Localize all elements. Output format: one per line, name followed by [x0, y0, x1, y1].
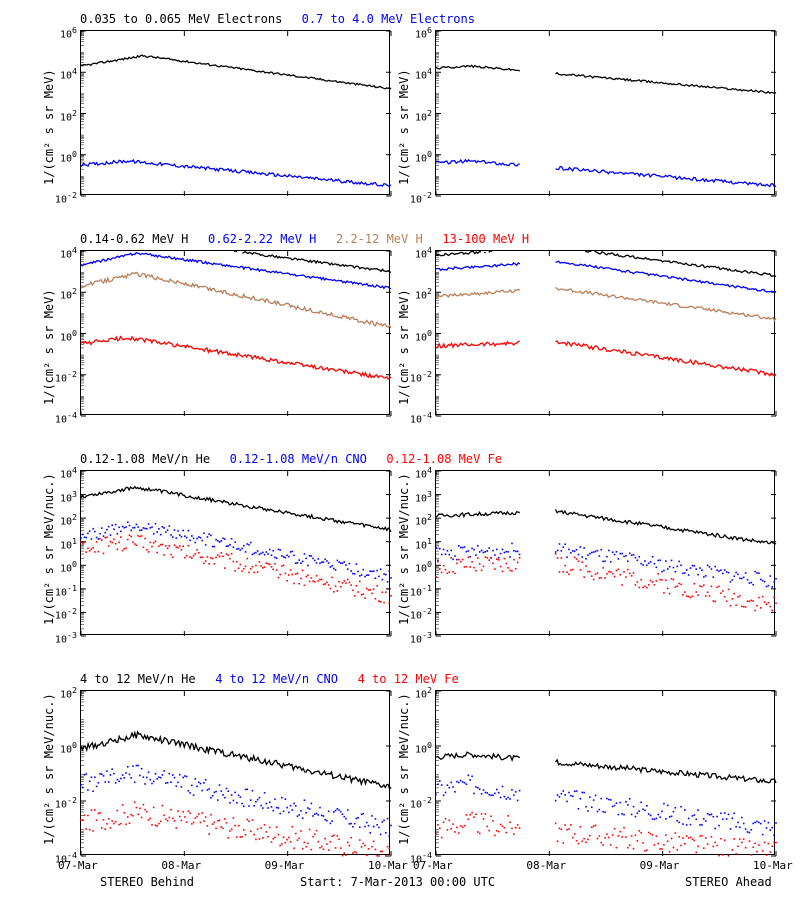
y-axis-label: 1/(cm² s sr MeV) [42, 289, 56, 405]
ytick-label: 106 [392, 25, 436, 40]
legend-entry: 4 to 12 MeV/n CNO [215, 672, 338, 686]
chart-panel-row3-col1: 10-410-2100102 [435, 690, 775, 855]
chart-panel-row2-col1: 10-310-210-1100101102103104 [435, 470, 775, 635]
y-axis-label: 1/(cm² s sr MeV/nuc.) [42, 473, 56, 625]
footer-right: STEREO Ahead [685, 875, 772, 889]
y-axis-label: 1/(cm² s sr MeV) [42, 69, 56, 185]
chart-panel-row0-col0: 10-2100102104106 [80, 30, 390, 195]
y-axis-label: 1/(cm² s sr MeV/nuc.) [42, 693, 56, 845]
legend-entry: 0.12-1.08 MeV/n CNO [230, 452, 367, 466]
ytick-label: 104 [37, 245, 81, 260]
xtick-label: 09-Mar [640, 859, 680, 872]
legend-entry: 0.7 to 4.0 MeV Electrons [302, 12, 475, 26]
chart-panel-row2-col0: 10-310-210-1100101102103104 [80, 470, 390, 635]
xtick-label: 08-Mar [161, 859, 201, 872]
chart-panel-row1-col0: 10-410-2100102104 [80, 250, 390, 415]
legend-entry: 0.12-1.08 MeV Fe [386, 452, 502, 466]
legend-entry: 0.14-0.62 MeV H [80, 232, 188, 246]
legend-entry: 2.2-12 MeV H [336, 232, 423, 246]
ytick-label: 104 [392, 245, 436, 260]
y-axis-label: 1/(cm² s sr MeV/nuc.) [397, 693, 411, 845]
legend-entry: 0.12-1.08 MeV/n He [80, 452, 210, 466]
legend-entry: 0.62-2.22 MeV H [208, 232, 316, 246]
xtick-label: 07-Mar [413, 859, 453, 872]
ytick-label: 10-2 [37, 190, 81, 205]
xtick-label: 08-Mar [526, 859, 566, 872]
xtick-label: 10-Mar [753, 859, 793, 872]
ytick-label: 10-4 [37, 410, 81, 425]
ytick-label: 10-4 [392, 410, 436, 425]
chart-panel-row1-col1: 10-410-2100102104 [435, 250, 775, 415]
xtick-label: 07-Mar [58, 859, 98, 872]
legend-entry: 13-100 MeV H [442, 232, 529, 246]
footer-center: Start: 7-Mar-2013 00:00 UTC [300, 875, 495, 889]
y-axis-label: 1/(cm² s sr MeV/nuc.) [397, 473, 411, 625]
y-axis-label: 1/(cm² s sr MeV) [397, 289, 411, 405]
ytick-label: 10-3 [37, 630, 81, 645]
chart-panel-row0-col1: 10-2100102104106 [435, 30, 775, 195]
figure-container: 0.035 to 0.065 MeV Electrons 0.7 to 4.0 M… [0, 0, 800, 900]
ytick-label: 10-3 [392, 630, 436, 645]
xtick-label: 09-Mar [265, 859, 305, 872]
chart-panel-row3-col0: 10-410-2100102 [80, 690, 390, 855]
legend-entry: 4 to 12 MeV Fe [358, 672, 459, 686]
y-axis-label: 1/(cm² s sr MeV) [397, 69, 411, 185]
ytick-label: 106 [37, 25, 81, 40]
ytick-label: 10-2 [392, 190, 436, 205]
legend-entry: 0.035 to 0.065 MeV Electrons [80, 12, 282, 26]
footer-left: STEREO Behind [100, 875, 194, 889]
legend-entry: 4 to 12 MeV/n He [80, 672, 196, 686]
